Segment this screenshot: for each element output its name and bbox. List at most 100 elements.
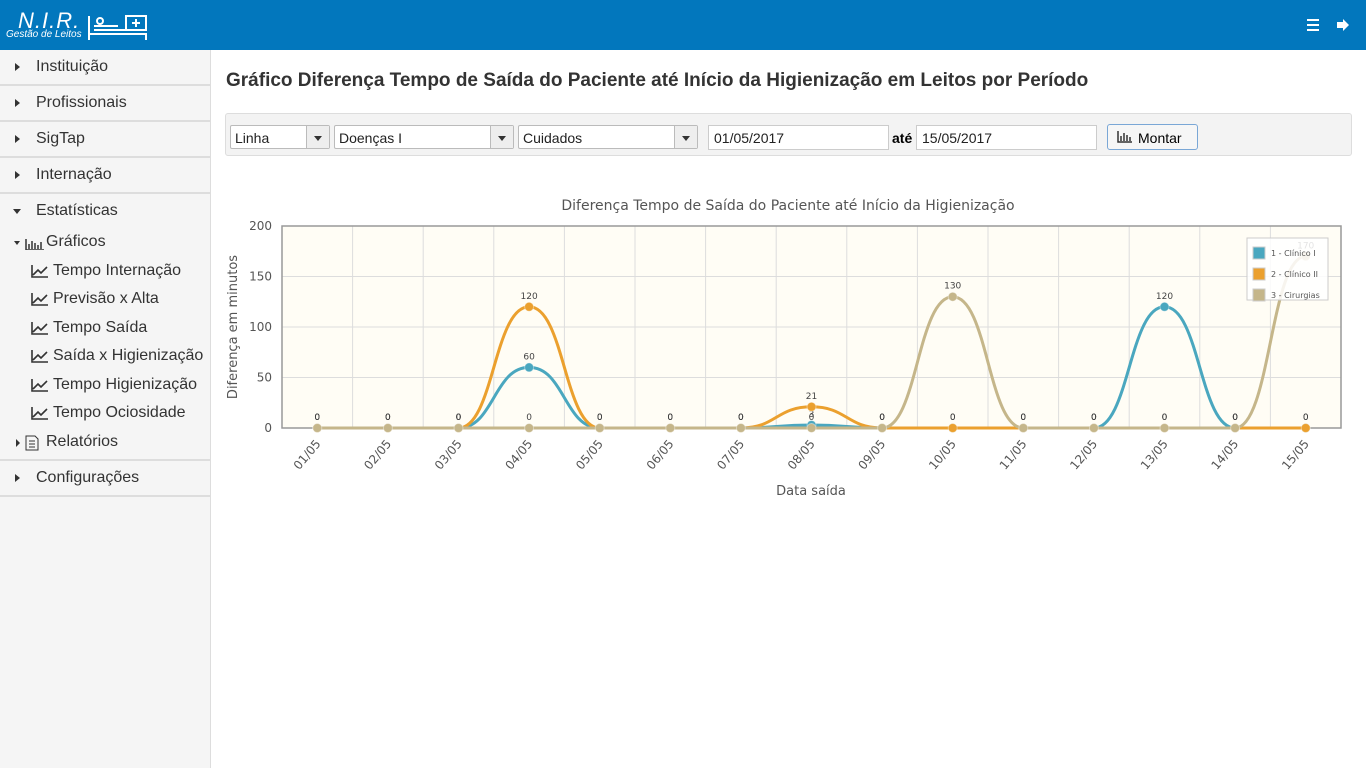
x-axis-label: Data saída	[776, 484, 846, 499]
select-specialty[interactable]: Doenças I	[334, 125, 514, 149]
submenu-title[interactable]: Gráficos	[0, 228, 210, 257]
submenu-title-text: Gráficos	[46, 233, 106, 250]
data-label: 0	[738, 413, 744, 423]
build-button[interactable]: Montar	[1107, 124, 1198, 150]
data-label: 0	[385, 413, 391, 423]
data-label: 0	[1303, 413, 1309, 423]
data-label: 0	[1091, 413, 1097, 423]
data-label: 0	[879, 413, 885, 423]
data-point	[524, 362, 535, 373]
submenu-item[interactable]: Tempo Internação	[0, 257, 210, 286]
line-icon	[31, 264, 48, 278]
data-label: 0	[1020, 413, 1026, 423]
y-tick-label: 200	[249, 219, 272, 233]
menu-item[interactable]: Internação	[0, 158, 210, 194]
submenu-title[interactable]: Relatórios	[0, 428, 210, 457]
until-label: até	[892, 130, 913, 146]
submenu-text: Tempo Ociosidade	[53, 404, 186, 421]
data-label: 0	[950, 413, 956, 423]
data-label: 0	[456, 413, 462, 423]
chart: Diferença Tempo de Saída do Paciente até…	[226, 198, 1342, 499]
data-label: 0	[879, 413, 885, 423]
submenu-item[interactable]: Tempo Ociosidade	[0, 399, 210, 428]
button-text: Montar	[1138, 130, 1182, 146]
select-chart-kind[interactable]: Linha	[230, 125, 330, 149]
data-point	[1159, 301, 1170, 312]
submenu-item[interactable]: Tempo Higienização	[0, 371, 210, 400]
data-label: 0	[879, 413, 885, 423]
legend-label: 2 - Clínico II	[1271, 270, 1318, 279]
data-point	[806, 401, 817, 412]
data-label: 120	[1156, 292, 1173, 302]
data-point	[947, 423, 958, 433]
data-label: 0	[597, 413, 603, 423]
button-icon	[1117, 131, 1132, 143]
y-tick-label: 0	[264, 421, 272, 435]
data-label: 0	[1091, 413, 1097, 423]
menu-item[interactable]: Estatísticas	[0, 194, 210, 228]
menu-item[interactable]: Profissionais	[0, 86, 210, 122]
data-point	[382, 423, 393, 433]
x-tick-label: 08/05	[785, 437, 818, 472]
data-point	[524, 301, 535, 312]
filter-bar: Linha Doenças I Cuidados 01/05/2017 até …	[225, 113, 1352, 156]
data-point	[735, 423, 746, 433]
data-point	[453, 423, 464, 433]
data-point	[1230, 423, 1241, 433]
data-point	[594, 423, 605, 433]
reports-icon	[16, 435, 39, 450]
data-label: 0	[314, 413, 320, 423]
submenu-item[interactable]: Tempo Saída	[0, 314, 210, 343]
data-label: 0	[456, 413, 462, 423]
data-point	[806, 423, 817, 433]
x-tick-label: 01/05	[291, 437, 324, 472]
menu-icon[interactable]	[1306, 18, 1320, 32]
data-label: 0	[1020, 413, 1026, 423]
x-tick-label: 13/05	[1138, 437, 1171, 472]
x-tick-label: 14/05	[1208, 437, 1241, 472]
data-label: 0	[385, 413, 391, 423]
submenu-item[interactable]: Saída x Higienização	[0, 342, 210, 371]
legend-label: 3 - Cirurgias	[1271, 291, 1320, 300]
y-axis-label: Diferença em minutos	[226, 255, 241, 399]
date-from[interactable]: 01/05/2017	[708, 125, 889, 150]
data-point	[947, 291, 958, 302]
select-unit[interactable]: Cuidados	[518, 125, 698, 149]
x-tick-label: 15/05	[1279, 437, 1312, 472]
data-label: 0	[738, 413, 744, 423]
select-text: Doenças I	[339, 130, 403, 146]
submenu-text: Tempo Higienização	[53, 375, 198, 393]
x-tick-label: 07/05	[714, 437, 747, 472]
data-label: 60	[523, 352, 535, 362]
x-tick-label: 12/05	[1067, 437, 1100, 472]
legend-label: 1 - Clínico I	[1271, 249, 1316, 258]
data-label: 0	[456, 413, 462, 423]
data-label: 0	[1232, 413, 1238, 423]
menu-item[interactable]: Configurações	[0, 459, 210, 497]
data-label: 0	[1232, 413, 1238, 423]
sidebar: Instituição Profissionais SigTap Interna…	[0, 50, 211, 768]
data-label: 130	[944, 282, 961, 292]
menu-item[interactable]: Instituição	[0, 50, 210, 86]
data-label: 0	[667, 413, 673, 423]
data-label: 0	[314, 413, 320, 423]
date-to[interactable]: 15/05/2017	[916, 125, 1097, 150]
y-tick-label: 100	[249, 320, 272, 334]
data-label: 0	[385, 413, 391, 423]
y-tick-label: 150	[249, 270, 272, 284]
data-label: 0	[1091, 413, 1097, 423]
data-label: 0	[597, 413, 603, 423]
logo-icon	[88, 15, 147, 40]
submenu-item[interactable]: Previsão x Alta	[0, 285, 210, 314]
submenu-text: Previsão x Alta	[53, 290, 159, 307]
data-label: 0	[1232, 413, 1238, 423]
legend-swatch	[1252, 288, 1266, 302]
data-point	[1018, 423, 1029, 433]
data-label: 0	[667, 413, 673, 423]
x-tick-label: 06/05	[644, 437, 677, 472]
line-icon	[31, 378, 48, 392]
submenu-text: Tempo Saída	[53, 318, 148, 336]
logout-icon[interactable]	[1336, 18, 1350, 32]
menu-item[interactable]: SigTap	[0, 122, 210, 158]
